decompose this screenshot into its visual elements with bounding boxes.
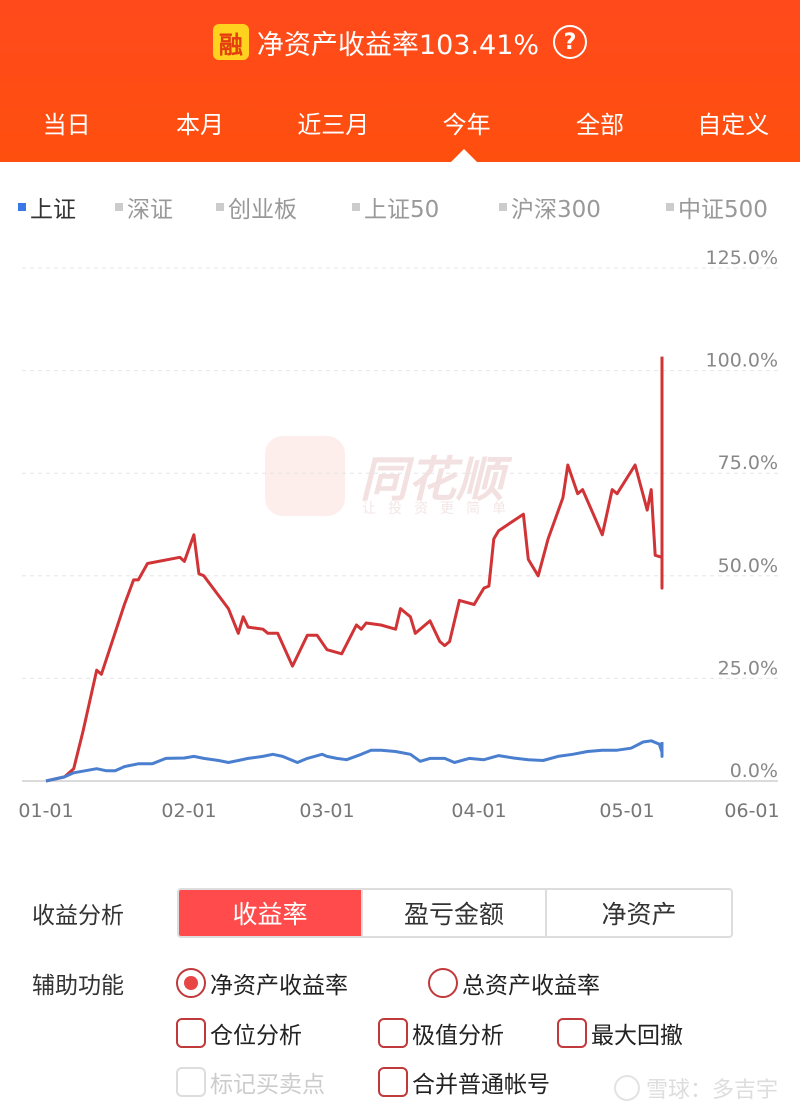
option-label: 仓位分析 — [210, 1023, 302, 1049]
checkbox-icon — [176, 1018, 206, 1048]
index-label: 沪深300 — [511, 197, 601, 223]
mark-trades-checkbox[interactable]: 标记买卖点 — [176, 1065, 325, 1099]
y-tick-label: 75.0% — [718, 452, 778, 474]
max-drawdown-checkbox[interactable]: 最大回撤 — [557, 1016, 683, 1050]
account-return-line — [45, 356, 664, 783]
x-tick-label: 06-01 — [724, 800, 779, 822]
index-return-line — [45, 739, 664, 783]
y-tick-label: 125.0% — [706, 247, 778, 269]
period-tabs: 当日 本月 近三月 今年 全部 自定义 — [0, 100, 800, 144]
tab-today[interactable]: 当日 — [42, 110, 91, 139]
return-rate-button[interactable]: 收益率 — [179, 890, 363, 936]
total-asset-return-radio[interactable]: 总资产收益率 — [428, 966, 600, 1000]
profit-amount-button[interactable]: 盈亏金额 — [363, 890, 547, 936]
option-label: 极值分析 — [412, 1023, 504, 1049]
tab-this-year[interactable]: 今年 — [442, 110, 491, 139]
index-sz50[interactable]: 上证50 — [352, 190, 439, 224]
legend-square-icon — [666, 203, 674, 211]
position-analysis-checkbox[interactable]: 仓位分析 — [176, 1016, 302, 1050]
aux-label: 辅助功能 — [32, 973, 124, 999]
index-label: 上证50 — [364, 197, 440, 223]
footer-watermark: 雪球：多吉宇 — [613, 1072, 778, 1104]
y-tick-label: 50.0% — [718, 555, 778, 577]
legend-square-icon — [216, 203, 224, 211]
option-label: 总资产收益率 — [462, 973, 600, 999]
tab-all[interactable]: 全部 — [575, 110, 624, 139]
x-tick-label: 02-01 — [161, 800, 216, 822]
y-tick-label: 0.0% — [730, 760, 778, 782]
option-label: 净资产收益率 — [210, 973, 348, 999]
net-asset-button[interactable]: 净资产 — [601, 900, 677, 929]
header-bar: 融 净资产收益率103.41% ? 当日 本月 近三月 今年 全部 自定义 — [0, 0, 800, 162]
analysis-segmented-control: 收益率 盈亏金额 净资产 — [177, 888, 733, 938]
x-tick-label: 04-01 — [451, 800, 506, 822]
x-tick-label: 05-01 — [599, 800, 654, 822]
index-selector: 上证 深证 创业板 上证50 沪深300 中证500 — [0, 190, 800, 224]
analysis-label: 收益分析 — [32, 903, 124, 929]
net-asset-return-radio[interactable]: 净资产收益率 — [176, 966, 348, 1000]
tab-custom[interactable]: 自定义 — [697, 110, 770, 139]
page-title: 净资产收益率103.41% — [256, 29, 540, 61]
radio-unchecked-icon — [428, 968, 458, 998]
footer-text: 雪球：多吉宇 — [645, 1078, 778, 1103]
x-tick-label: 01-01 — [18, 800, 73, 822]
index-hs300[interactable]: 沪深300 — [499, 190, 601, 224]
option-label: 最大回撤 — [591, 1023, 683, 1049]
index-sh[interactable]: 上证 — [18, 190, 76, 224]
watermark-brand: 同花顺 — [360, 452, 505, 508]
x-tick-label: 03-01 — [299, 800, 354, 822]
checkbox-icon — [176, 1067, 206, 1097]
analysis-row: 收益分析 收益率 盈亏金额 净资产 — [32, 888, 733, 938]
index-sz[interactable]: 深证 — [115, 190, 173, 224]
tab-last-three-months[interactable]: 近三月 — [297, 110, 370, 139]
watermark-slogan: 让投资更简单 — [362, 501, 518, 517]
margin-badge: 融 — [212, 24, 249, 60]
merge-accounts-checkbox[interactable]: 合并普通帐号 — [378, 1065, 550, 1099]
legend-square-icon — [352, 203, 360, 211]
index-zz500[interactable]: 中证500 — [666, 190, 768, 224]
option-label: 标记买卖点 — [210, 1072, 325, 1098]
legend-square-icon — [18, 203, 26, 211]
help-icon[interactable]: ? — [553, 25, 588, 59]
watermark-logo-icon — [265, 436, 345, 516]
y-tick-label: 100.0% — [706, 350, 778, 372]
snowball-logo-icon — [613, 1075, 640, 1101]
index-cyb[interactable]: 创业板 — [216, 190, 297, 224]
option-label: 合并普通帐号 — [412, 1072, 550, 1098]
index-label: 上证 — [30, 197, 76, 223]
index-label: 中证500 — [678, 197, 768, 223]
tab-this-month[interactable]: 本月 — [175, 110, 224, 139]
checkbox-icon — [378, 1018, 408, 1048]
title-row: 融 净资产收益率103.41% ? — [0, 18, 800, 66]
extreme-analysis-checkbox[interactable]: 极值分析 — [378, 1016, 504, 1050]
index-label: 创业板 — [228, 197, 297, 223]
active-tab-pointer — [451, 149, 477, 162]
return-chart: 0.0% 25.0% 50.0% 75.0% 100.0% 125.0% 01-01 02-0… — [18, 247, 779, 822]
radio-checked-icon — [176, 968, 206, 998]
checkbox-icon — [378, 1067, 408, 1097]
y-tick-label: 25.0% — [718, 657, 778, 679]
checkbox-icon — [557, 1018, 587, 1048]
index-label: 深证 — [127, 197, 173, 223]
legend-square-icon — [115, 203, 123, 211]
legend-square-icon — [499, 203, 507, 211]
